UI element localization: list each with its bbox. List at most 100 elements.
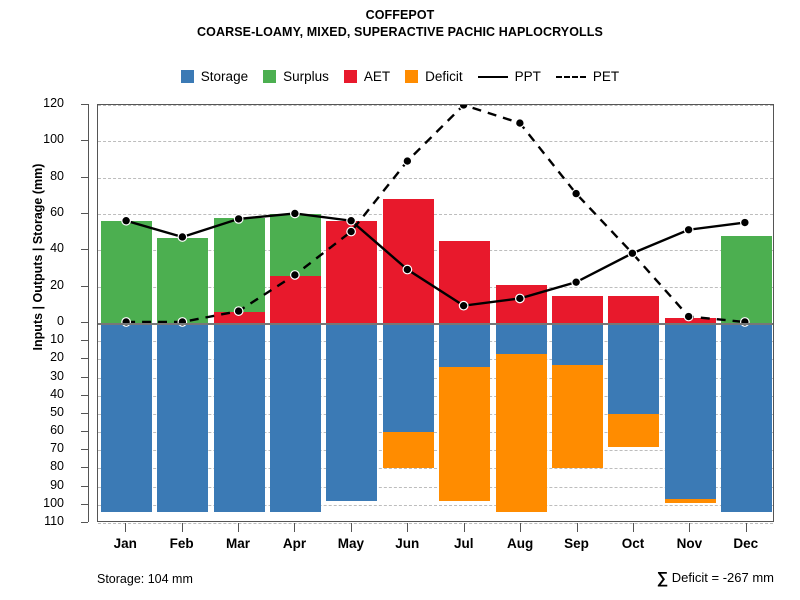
gridline-lower-100	[98, 504, 773, 506]
ppt-point	[458, 300, 469, 311]
x-label-sep: Sep	[564, 536, 589, 551]
bar-group-jun	[382, 105, 434, 523]
ppt-line	[125, 212, 746, 307]
x-tick-may	[350, 523, 352, 532]
y-axis-labels: 0 20 40 60 80 100 120 10 20 30 40 50 60 70 80 90 100 110	[0, 0, 88, 600]
bar-segment-aet	[382, 199, 434, 323]
legend-item-ppt: PPT	[477, 69, 541, 84]
y-label-dn-80: 80	[50, 459, 64, 474]
y-label-up-0: 0	[57, 314, 64, 328]
ppt-point	[514, 293, 525, 304]
ppt-point	[289, 208, 300, 219]
lines-layer	[121, 105, 750, 327]
bar-segment-storage	[100, 323, 152, 513]
footer-deficit-text: Deficit = -267 mm	[671, 570, 774, 585]
y-tick-up-40	[81, 249, 88, 251]
y-label-up-20: 20	[50, 277, 64, 292]
y-label-dn-60: 60	[50, 423, 64, 438]
gridline-lower-110	[98, 523, 773, 524]
legend-label: Deficit	[425, 69, 463, 84]
x-tick-jan	[125, 523, 127, 532]
ppt-point	[346, 215, 357, 226]
ppt-point	[571, 277, 582, 288]
sigma-icon: ∑	[656, 570, 669, 587]
footer-deficit-note: ∑ Deficit = -267 mm	[657, 570, 774, 588]
plot-area	[97, 104, 774, 524]
chart-legend: Storage Surplus AET Deficit PPT PET	[0, 69, 800, 84]
bar-segment-storage	[721, 323, 773, 513]
gridline-upper-60	[98, 214, 773, 215]
y-tick-up-20	[81, 285, 88, 287]
y-tick-up-120	[81, 104, 88, 105]
y-label-dn-90: 90	[50, 477, 64, 492]
y-label-up-60: 60	[50, 205, 64, 219]
gridline-upper-80	[98, 177, 773, 179]
bar-segment-storage	[326, 323, 378, 502]
gridline-upper-40	[98, 250, 773, 252]
pet-point	[514, 118, 525, 128]
ppt-point	[233, 214, 244, 224]
y-tick-dn-40	[81, 394, 88, 396]
ppt-point	[627, 248, 638, 259]
y-tick-dn-70	[81, 449, 88, 451]
bar-segment-aet	[326, 221, 378, 323]
y-label-dn-10: 10	[50, 332, 64, 347]
pet-point	[346, 226, 357, 237]
y-label-up-80: 80	[50, 168, 64, 183]
y-label-dn-40: 40	[50, 386, 64, 401]
x-tick-sep	[576, 523, 578, 532]
legend-label: PPT	[514, 69, 541, 84]
y-axis-spine	[88, 104, 89, 522]
gridline-lower-60	[98, 432, 773, 434]
bar-segment-deficit	[664, 499, 716, 503]
y-label-dn-100: 100	[43, 495, 64, 510]
x-tick-feb	[181, 523, 183, 532]
chart-title-secondary: COARSE-LOAMY, MIXED, SUPERACTIVE PACHIC …	[197, 25, 603, 39]
x-label-nov: Nov	[676, 536, 703, 551]
bar-group-sep	[552, 105, 604, 523]
gridline-upper-100	[98, 141, 773, 143]
bar-segment-deficit	[552, 364, 604, 469]
bar-segment-aet	[608, 295, 660, 323]
bar-segment-surplus	[721, 235, 773, 323]
gridline-lower-90	[98, 486, 773, 488]
legend-item-aet: AET	[343, 69, 390, 84]
chart-title-primary: COFFEPOT	[365, 8, 435, 22]
bars-layer	[98, 105, 773, 521]
y-tick-dn-20	[81, 358, 88, 360]
y-label-dn-30: 30	[50, 368, 64, 383]
bar-group-nov	[664, 105, 716, 523]
x-tick-aug	[520, 523, 522, 532]
gridline-upper-120	[98, 105, 773, 106]
bar-segment-surplus	[269, 214, 321, 276]
x-label-aug: Aug	[507, 536, 534, 551]
legend-swatch-deficit	[405, 70, 419, 83]
bar-segment-deficit	[608, 413, 660, 447]
bar-segment-storage	[382, 323, 434, 433]
x-label-jul: Jul	[453, 536, 474, 551]
bar-segment-storage	[213, 323, 265, 513]
pet-point	[458, 105, 469, 110]
bar-segment-storage	[552, 323, 604, 365]
legend-swatch-storage	[180, 70, 194, 83]
bar-segment-aet	[495, 284, 547, 323]
y-tick-dn-50	[81, 412, 88, 414]
legend-line-ppt	[477, 75, 508, 78]
pet-point	[402, 156, 413, 166]
x-tick-nov	[689, 523, 691, 532]
x-tick-apr	[294, 523, 296, 532]
bar-segment-deficit	[495, 353, 547, 513]
legend-swatch-surplus	[263, 70, 277, 83]
bar-group-jul	[439, 105, 491, 523]
bar-group-oct	[608, 105, 660, 523]
legend-item-storage: Storage	[180, 69, 248, 84]
bar-segment-surplus	[213, 217, 265, 313]
legend-item-pet: PET	[555, 69, 619, 84]
y-tick-up-80	[81, 176, 88, 178]
bar-segment-storage	[608, 323, 660, 414]
y-tick-dn-100	[81, 503, 88, 505]
gridline-lower-70	[98, 450, 773, 452]
bar-group-dec	[721, 105, 773, 523]
y-tick-up-0	[81, 322, 88, 323]
bar-segment-storage	[269, 323, 321, 513]
